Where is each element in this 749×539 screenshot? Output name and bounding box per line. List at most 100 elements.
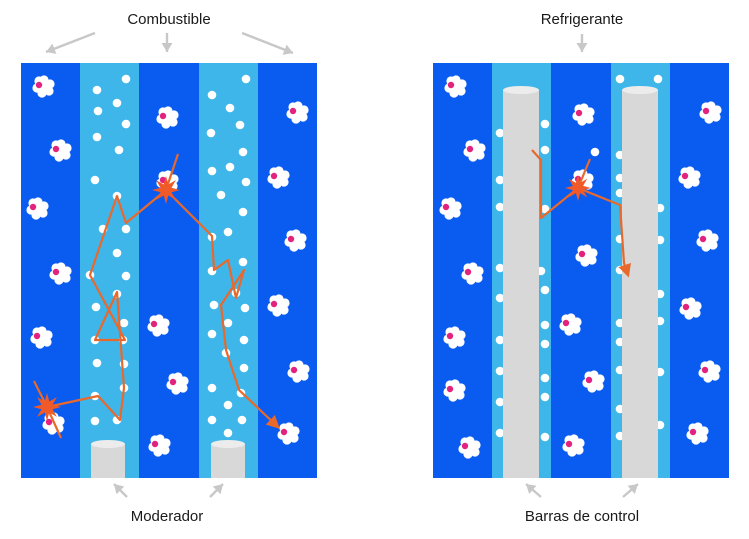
neutron-dot-icon [615,74,625,84]
uranium-nucleus-icon [696,229,719,252]
neutron-path [165,189,280,429]
neutron-dot-icon [207,383,217,393]
neutron-dot-icon [238,147,248,157]
neutron-dot-icon [90,175,100,185]
uranium-nucleus-icon [582,370,605,393]
uranium-nucleus-icon [559,313,582,336]
neutron-dot-icon [540,285,550,295]
pointer-arrow-icon [241,31,294,55]
uranium-nucleus-icon [461,262,484,285]
uranium-nucleus-icon [443,379,466,402]
neutron-dot-icon [119,318,129,328]
neutron-dot-icon [495,128,505,138]
neutron-dot-icon [121,271,131,281]
neutron-dot-icon [540,320,550,330]
neutron-dot-icon [93,106,103,116]
uranium-nucleus-icon [32,75,55,98]
neutron-dot-icon [540,392,550,402]
neutron-dot-icon [207,415,217,425]
uranium-nucleus-icon [678,166,701,189]
neutron-dot-icon [540,119,550,129]
neutron-dot-icon [225,162,235,172]
neutron-dot-icon [112,248,122,258]
neutron-dot-icon [239,335,249,345]
uranium-nucleus-icon [26,197,49,220]
fission-star-icon [152,176,180,204]
uranium-nucleus-icon [686,422,709,445]
neutron-dot-icon [238,257,248,267]
neutron-dot-icon [590,147,600,157]
uranium-nucleus-icon [698,360,721,383]
neutron-dot-icon [495,175,505,185]
neutron-dot-icon [241,177,251,187]
pointer-arrows [45,31,639,498]
uranium-nucleus-icon [156,106,179,129]
neutron-dot-icon [540,204,550,214]
controlled-reactor-panel [433,63,729,478]
neutron-dot-icon [240,303,250,313]
neutron-path [46,189,167,422]
neutron-dot-icon [92,85,102,95]
neutron-dot-icon [223,227,233,237]
neutron-dot-icon [235,120,245,130]
uranium-nucleus-icon [166,372,189,395]
neutron-dot-icon [495,263,505,273]
neutron-dot-icon [223,318,233,328]
neutron-dot-icon [121,224,131,234]
neutron-dot-icon [209,300,219,310]
uranium-nucleus-icon [679,297,702,320]
pointer-arrow-icon [113,483,128,498]
neutron-dot-icon [216,190,226,200]
neutron-dot-icon [91,302,101,312]
uranium-nucleus-icon [444,75,467,98]
moderator-label: Moderador [131,508,204,525]
uranium-nucleus-icon [575,244,598,267]
neutron-dot-icon [207,166,217,176]
neutron-dot-icon [206,128,216,138]
moderator-block [91,440,125,478]
neutron-dot-icon [495,293,505,303]
neutron-dot-icon [112,98,122,108]
fission-star-icon [33,393,61,421]
uranium-nucleus-icon [49,262,72,285]
neutron-dot-icon [495,335,505,345]
uranium-nucleus-icon [572,103,595,126]
coolant-label: Refrigerante [541,11,624,28]
uranium-nucleus-icon [49,139,72,162]
pointer-arrow-icon [161,33,173,52]
neutron-dot-icon [225,103,235,113]
neutron-dot-icon [495,428,505,438]
neutron-dot-icon [540,145,550,155]
neutron-dot-icon [540,373,550,383]
neutron-dot-icon [92,358,102,368]
neutron-dot-icon [495,202,505,212]
uranium-nucleus-icon [443,326,466,349]
uranium-nucleus-icon [267,166,290,189]
neutron-dot-icon [241,74,251,84]
uranium-nucleus-icon [267,294,290,317]
pointer-arrow-icon [45,31,96,54]
moderator-channel [80,63,139,478]
neutron-dot-icon [207,90,217,100]
uranium-nucleus-icon [439,197,462,220]
neutron-dot-icon [121,74,131,84]
neutron-dot-icon [114,145,124,155]
fuel-label: Combustible [127,11,210,28]
control-rod [622,86,658,478]
neutron-dot-icon [223,400,233,410]
pointer-arrow-icon [622,483,639,498]
neutron-dot-icon [540,339,550,349]
neutron-dot-icon [121,119,131,129]
neutron-dot-icon [237,415,247,425]
uranium-nucleus-icon [562,434,585,457]
neutron-dot-icon [239,363,249,373]
neutron-dot-icon [207,329,217,339]
uranium-nucleus-icon [147,314,170,337]
neutron-dot-icon [653,74,663,84]
pointer-arrow-icon [525,483,542,498]
moderated-reactor-panel [21,63,317,478]
neutron-dot-icon [92,132,102,142]
neutron-dot-icon [495,366,505,376]
pointer-arrow-icon [209,483,224,498]
uranium-nucleus-icon [699,101,722,124]
